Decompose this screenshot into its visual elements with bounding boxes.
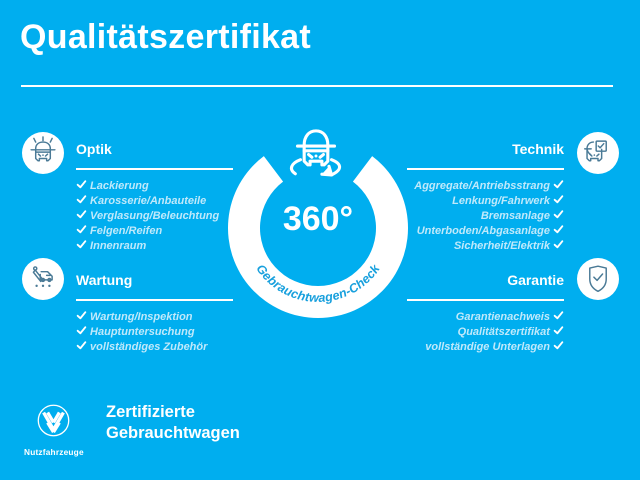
svg-text:Gebrauchtwagen-Check: Gebrauchtwagen-Check [253,261,383,305]
